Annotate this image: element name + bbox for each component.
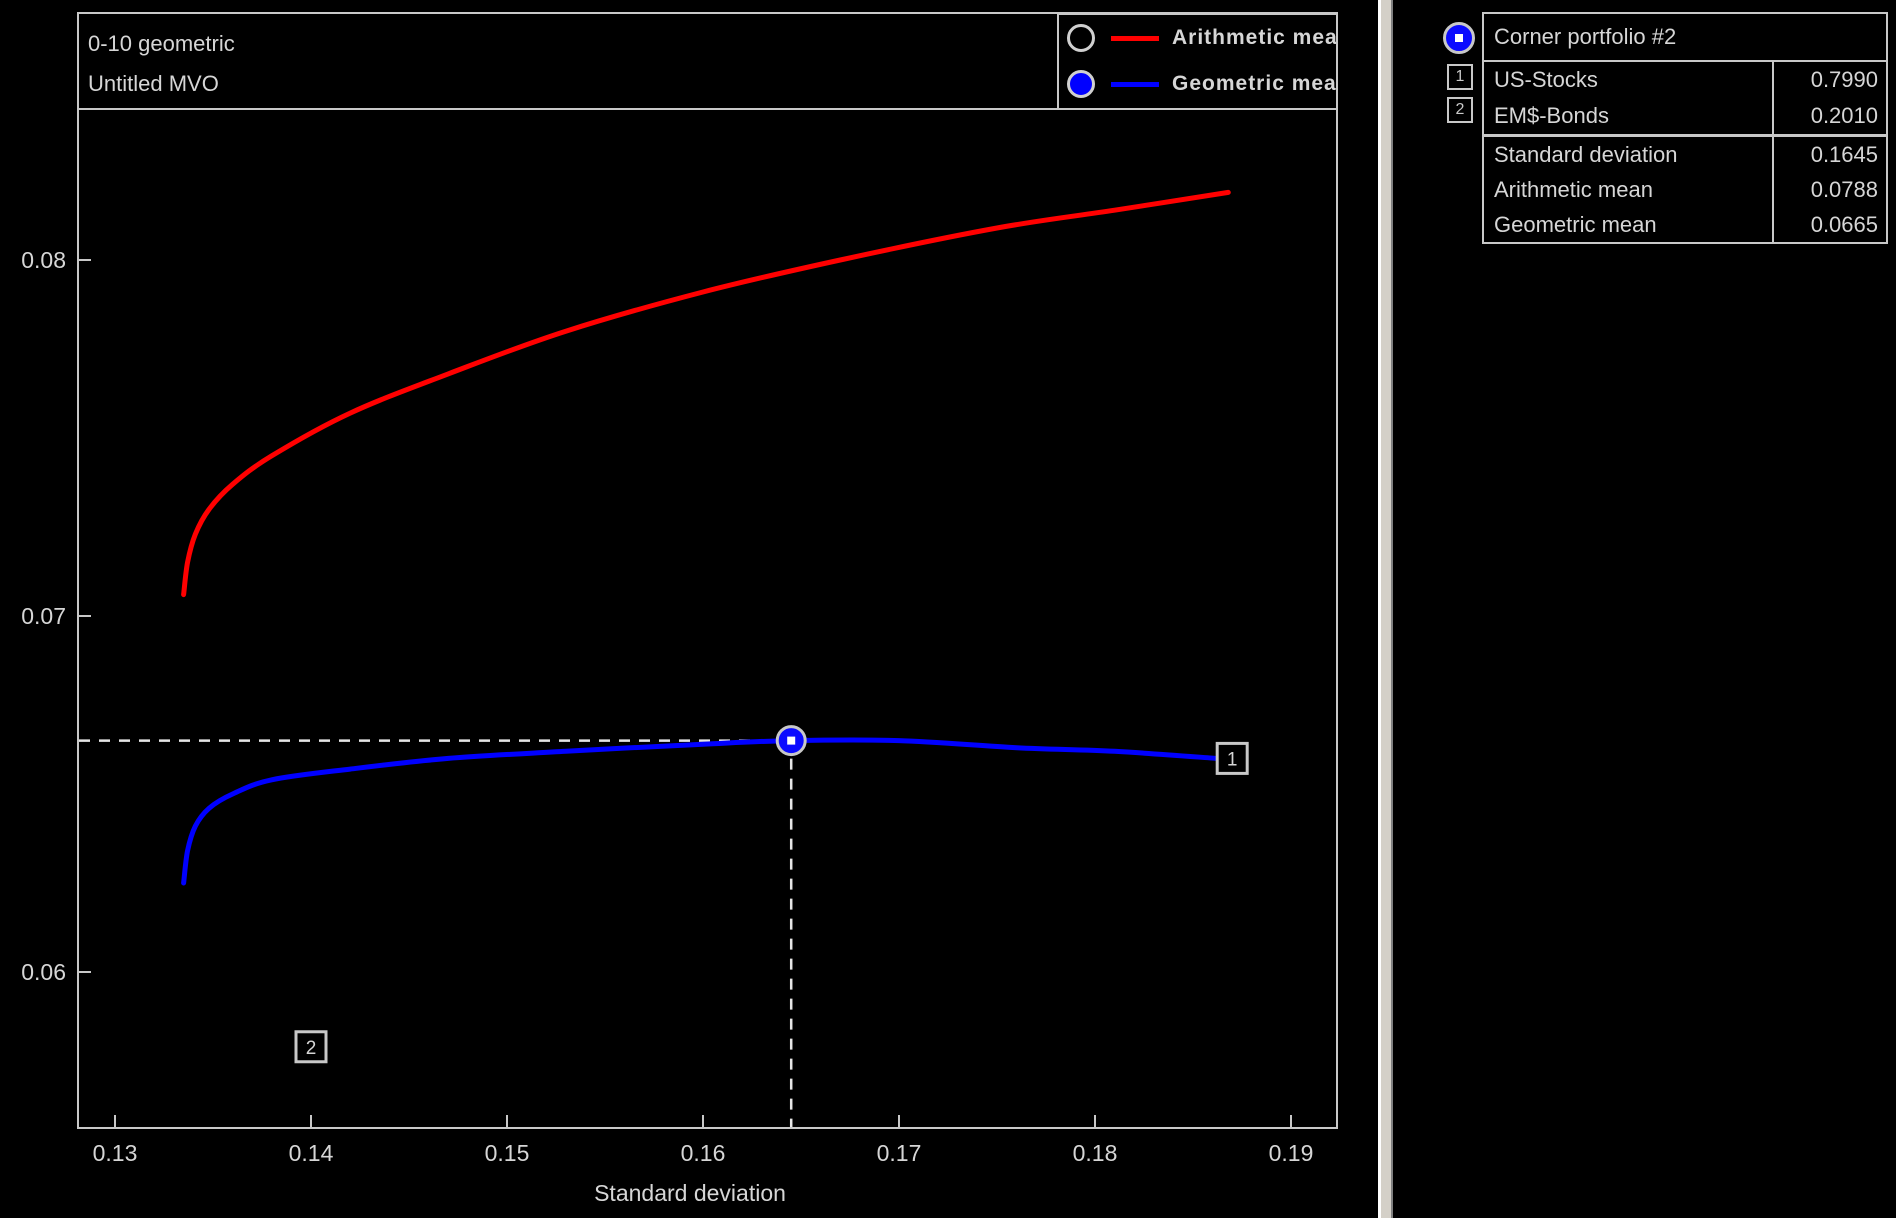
asset-weight: 0.7990 — [1772, 62, 1886, 98]
stat-value: 0.0788 — [1772, 172, 1886, 207]
stat-label: Standard deviation — [1494, 142, 1678, 167]
x-tick-label: 0.17 — [877, 1140, 922, 1166]
legend-row-arithmetic: Arithmetic mea — [1059, 15, 1336, 61]
chart-legend: Arithmetic mea Geometric mea — [1057, 13, 1338, 110]
legend-label-arithmetic: Arithmetic mea — [1172, 26, 1338, 49]
table-row: EM$-Bonds 0.2010 — [1484, 98, 1886, 134]
table-row: Standard deviation 0.1645 — [1484, 137, 1886, 172]
asset-name: US-Stocks — [1494, 67, 1598, 92]
selected-portfolio-radio-icon[interactable] — [1443, 22, 1475, 54]
legend-label-geometric: Geometric mea — [1172, 72, 1337, 95]
table-row: US-Stocks 0.7990 — [1484, 62, 1886, 98]
open-circle-icon — [1067, 24, 1095, 52]
arithmetic-mean-curve[interactable] — [181, 189, 1231, 598]
stat-value: 0.1645 — [1772, 137, 1886, 172]
chart-title: 0-10 geometric — [88, 31, 235, 56]
legend-row-geometric: Geometric mea — [1059, 61, 1336, 107]
filled-circle-icon — [1067, 70, 1095, 98]
table-row: Arithmetic mean 0.0788 — [1484, 172, 1886, 207]
splitter-bar[interactable] — [1378, 0, 1393, 1218]
efficient-frontier-chart: 0.06 0.07 0.08 0.13 0.14 0.15 0.16 0.17 0.18 0.19… — [21, 12, 1338, 1166]
y-tick-label: 0.07 — [21, 603, 66, 629]
x-tick-label: 0.13 — [93, 1140, 138, 1166]
red-line-swatch — [1111, 35, 1159, 41]
blue-line-swatch — [1111, 81, 1159, 87]
plot-border — [77, 12, 1338, 1129]
portfolio-stats: Standard deviation 0.1645 Arithmetic mea… — [1484, 134, 1886, 242]
asset-marker-box-2[interactable] — [294, 1030, 328, 1064]
portfolio-panel: 1 2 Corner portfolio #2 US-Stocks 0.7990… — [1393, 0, 1896, 1218]
table-row: Geometric mean 0.0665 — [1484, 207, 1886, 242]
asset-marker-box-1[interactable] — [1215, 741, 1249, 775]
stat-value: 0.0665 — [1772, 207, 1886, 242]
stat-label: Arithmetic mean — [1494, 177, 1653, 202]
stat-label: Geometric mean — [1494, 212, 1657, 237]
radio-center-dot — [1455, 34, 1463, 42]
x-tick-label: 0.15 — [485, 1140, 530, 1166]
asset-name: EM$-Bonds — [1494, 103, 1609, 128]
chart-subtitle: Untitled MVO — [88, 71, 219, 96]
asset-2-icon: 2 — [1447, 97, 1473, 123]
geometric-mean-curve[interactable] — [181, 737, 1219, 886]
asset-marker-label: 2 — [306, 1038, 317, 1059]
asset-marker-label: 1 — [1227, 749, 1238, 770]
y-tick-label: 0.08 — [21, 247, 66, 273]
asset-1-icon: 1 — [1447, 64, 1473, 90]
x-axis-label: Standard deviation — [594, 1180, 786, 1206]
x-tick-label: 0.16 — [681, 1140, 726, 1166]
corner-portfolio-marker-dot — [787, 736, 796, 745]
corner-portfolio-table: Corner portfolio #2 US-Stocks 0.7990 EM$… — [1482, 12, 1888, 244]
x-tick-label: 0.14 — [289, 1140, 334, 1166]
x-tick-label: 0.18 — [1073, 1140, 1118, 1166]
portfolio-table-header: Corner portfolio #2 — [1484, 14, 1886, 62]
asset-weight: 0.2010 — [1772, 98, 1886, 134]
y-tick-label: 0.06 — [21, 959, 66, 985]
x-tick-label: 0.19 — [1269, 1140, 1314, 1166]
